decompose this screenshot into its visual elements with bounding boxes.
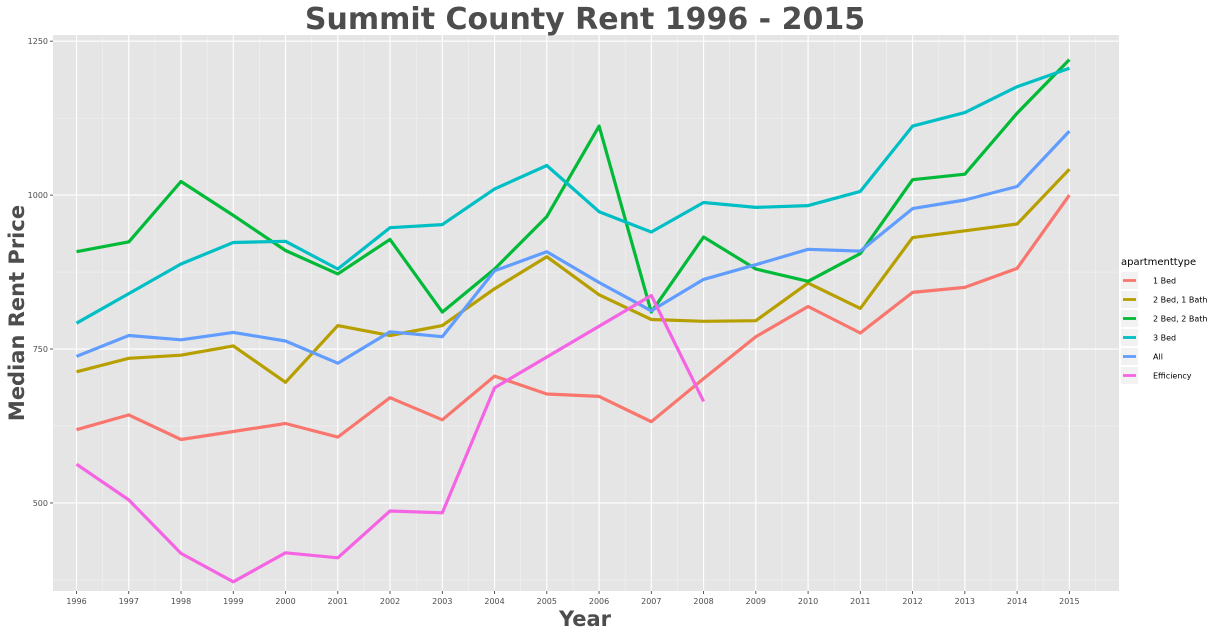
x-tick-label: 2015 — [1059, 597, 1079, 606]
series-line-all — [75, 130, 1071, 365]
series-lines — [75, 58, 1071, 584]
legend-label-3-bed: 3 Bed — [1153, 334, 1176, 343]
legend-label-all: All — [1153, 353, 1163, 362]
axes: 1996 1997 1998 1999 2000 2001 2002 2003 2004 2005… — [28, 37, 1080, 606]
series-line-3-bed — [75, 66, 1070, 325]
y-tick-label: 1250 — [28, 37, 48, 46]
chart-title: Summit County Rent 1996 - 2015 — [305, 2, 865, 37]
x-tick-label: 2004 — [484, 597, 504, 606]
x-tick-label: 1997 — [119, 597, 139, 606]
y-tick-label: 500 — [33, 499, 48, 508]
x-tick-label: 2003 — [432, 597, 452, 606]
x-tick-label: 2008 — [693, 597, 713, 606]
series-line-2-bed-2-bath — [76, 58, 1071, 314]
legend-title: apartmenttype — [1121, 257, 1196, 268]
x-tick-label: 2013 — [955, 597, 975, 606]
legend-label-efficiency: Efficiency — [1153, 372, 1192, 381]
x-tick-label: 1998 — [171, 597, 191, 606]
series-line-2-bed-1-bath — [76, 168, 1071, 384]
x-tick-label: 2012 — [902, 597, 922, 606]
legend-label-2-bed-1-bath: 2 Bed, 1 Bath — [1153, 296, 1207, 305]
x-tick-label: 2007 — [641, 597, 661, 606]
y-tick-label: 1000 — [28, 191, 48, 200]
x-tick-label: 2006 — [589, 597, 609, 606]
y-axis-title: Median Rent Price — [5, 205, 29, 421]
plot-panel — [53, 35, 1119, 591]
x-tick-label: 1999 — [223, 597, 243, 606]
x-tick-label: 2009 — [746, 597, 766, 606]
series-line-1-bed — [76, 194, 1071, 442]
x-tick-label: 2005 — [537, 597, 557, 606]
x-tick-label: 2002 — [380, 597, 400, 606]
x-tick-label: 1996 — [66, 597, 86, 606]
legend-items: 1 Bed 2 Bed, 1 Bath 2 Bed, 2 Bath 3 Bed All E… — [1121, 272, 1207, 384]
series-line-efficiency — [75, 293, 706, 584]
legend: apartmenttype 1 Bed 2 Bed, 1 Bath 2 Bed, 2… — [1121, 257, 1207, 384]
x-tick-label: 2014 — [1007, 597, 1027, 606]
x-tick-label: 2000 — [275, 597, 295, 606]
minor-gridlines — [53, 35, 1119, 591]
legend-label-1-bed: 1 Bed — [1153, 277, 1176, 286]
x-tick-label: 2010 — [798, 597, 818, 606]
x-tick-label: 2001 — [328, 597, 348, 606]
x-tick-label: 2011 — [850, 597, 870, 606]
x-axis-title: Year — [558, 607, 612, 631]
y-tick-label: 750 — [33, 345, 48, 354]
legend-label-2-bed-2-bath: 2 Bed, 2 Bath — [1153, 315, 1207, 324]
